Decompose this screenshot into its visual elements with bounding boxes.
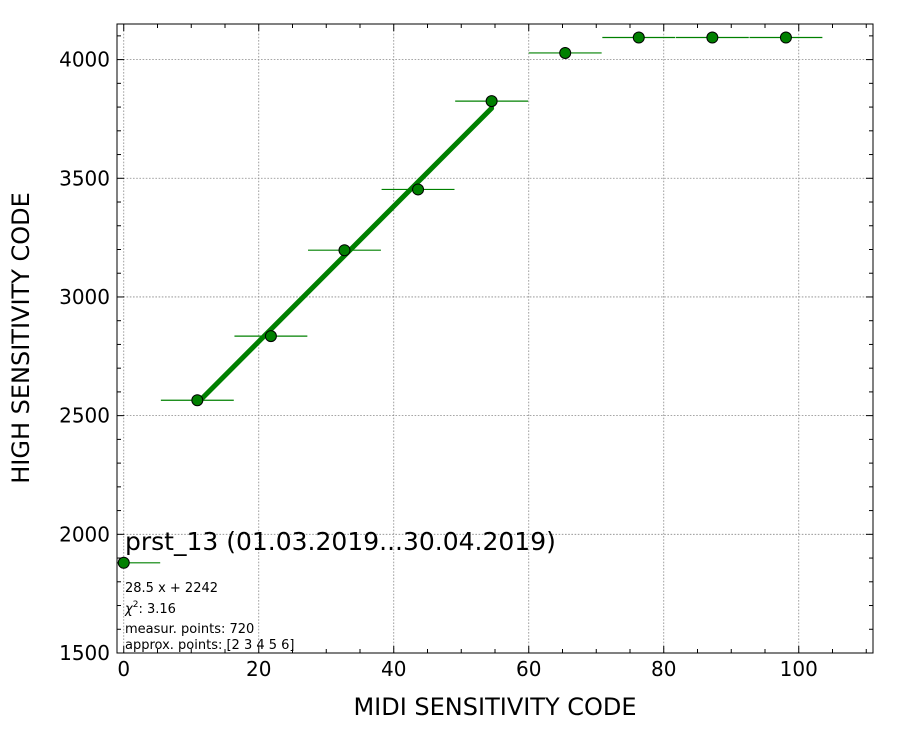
chi-superscript: 2 [133,600,139,610]
plot-frame [116,23,874,654]
data-point [264,330,277,343]
chi-square-label: χ2: 3.16 [124,600,176,617]
x-tick-label: 0 [117,657,130,681]
y-axis-title: HIGH SENSITIVITY CODE [7,192,35,484]
x-axis-title: MIDI SENSITIVITY CODE [353,693,636,721]
data-point [779,31,792,44]
y-tick-labels: 1500 2000 2500 3000 3500 4000 [59,48,110,665]
chi-symbol: χ [124,602,134,617]
data-markers [117,31,792,569]
y-tick-label: 1500 [59,641,110,665]
data-point [632,31,645,44]
data-point [485,95,498,108]
axis-ticks [117,24,873,654]
plot-title: prst_13 (01.03.2019...30.04.2019) [125,527,556,556]
y-tick-label: 2000 [59,522,110,546]
data-point [412,183,425,196]
x-tick-labels: 0 20 40 60 80 100 [117,657,817,681]
y-tick-label: 3000 [59,285,110,309]
y-tick-label: 4000 [59,48,110,72]
x-tick-label: 40 [381,657,406,681]
x-tick-label: 80 [651,657,676,681]
x-tick-label: 100 [780,657,818,681]
fit-equation: 28.5 x + 2242 [125,581,218,596]
approx-points-label: approx. points: [2 3 4 5 6] [125,638,295,653]
chi-square-value: : 3.16 [138,602,175,617]
data-point [706,31,719,44]
y-tick-label: 3500 [59,166,110,190]
data-point [191,394,204,407]
x-tick-label: 60 [516,657,541,681]
data-point [559,46,572,59]
y-tick-label: 2500 [59,404,110,428]
data-point [117,556,130,569]
measur-points-label: measur. points: 720 [125,622,254,637]
data-point [338,244,351,257]
x-tick-label: 20 [246,657,271,681]
